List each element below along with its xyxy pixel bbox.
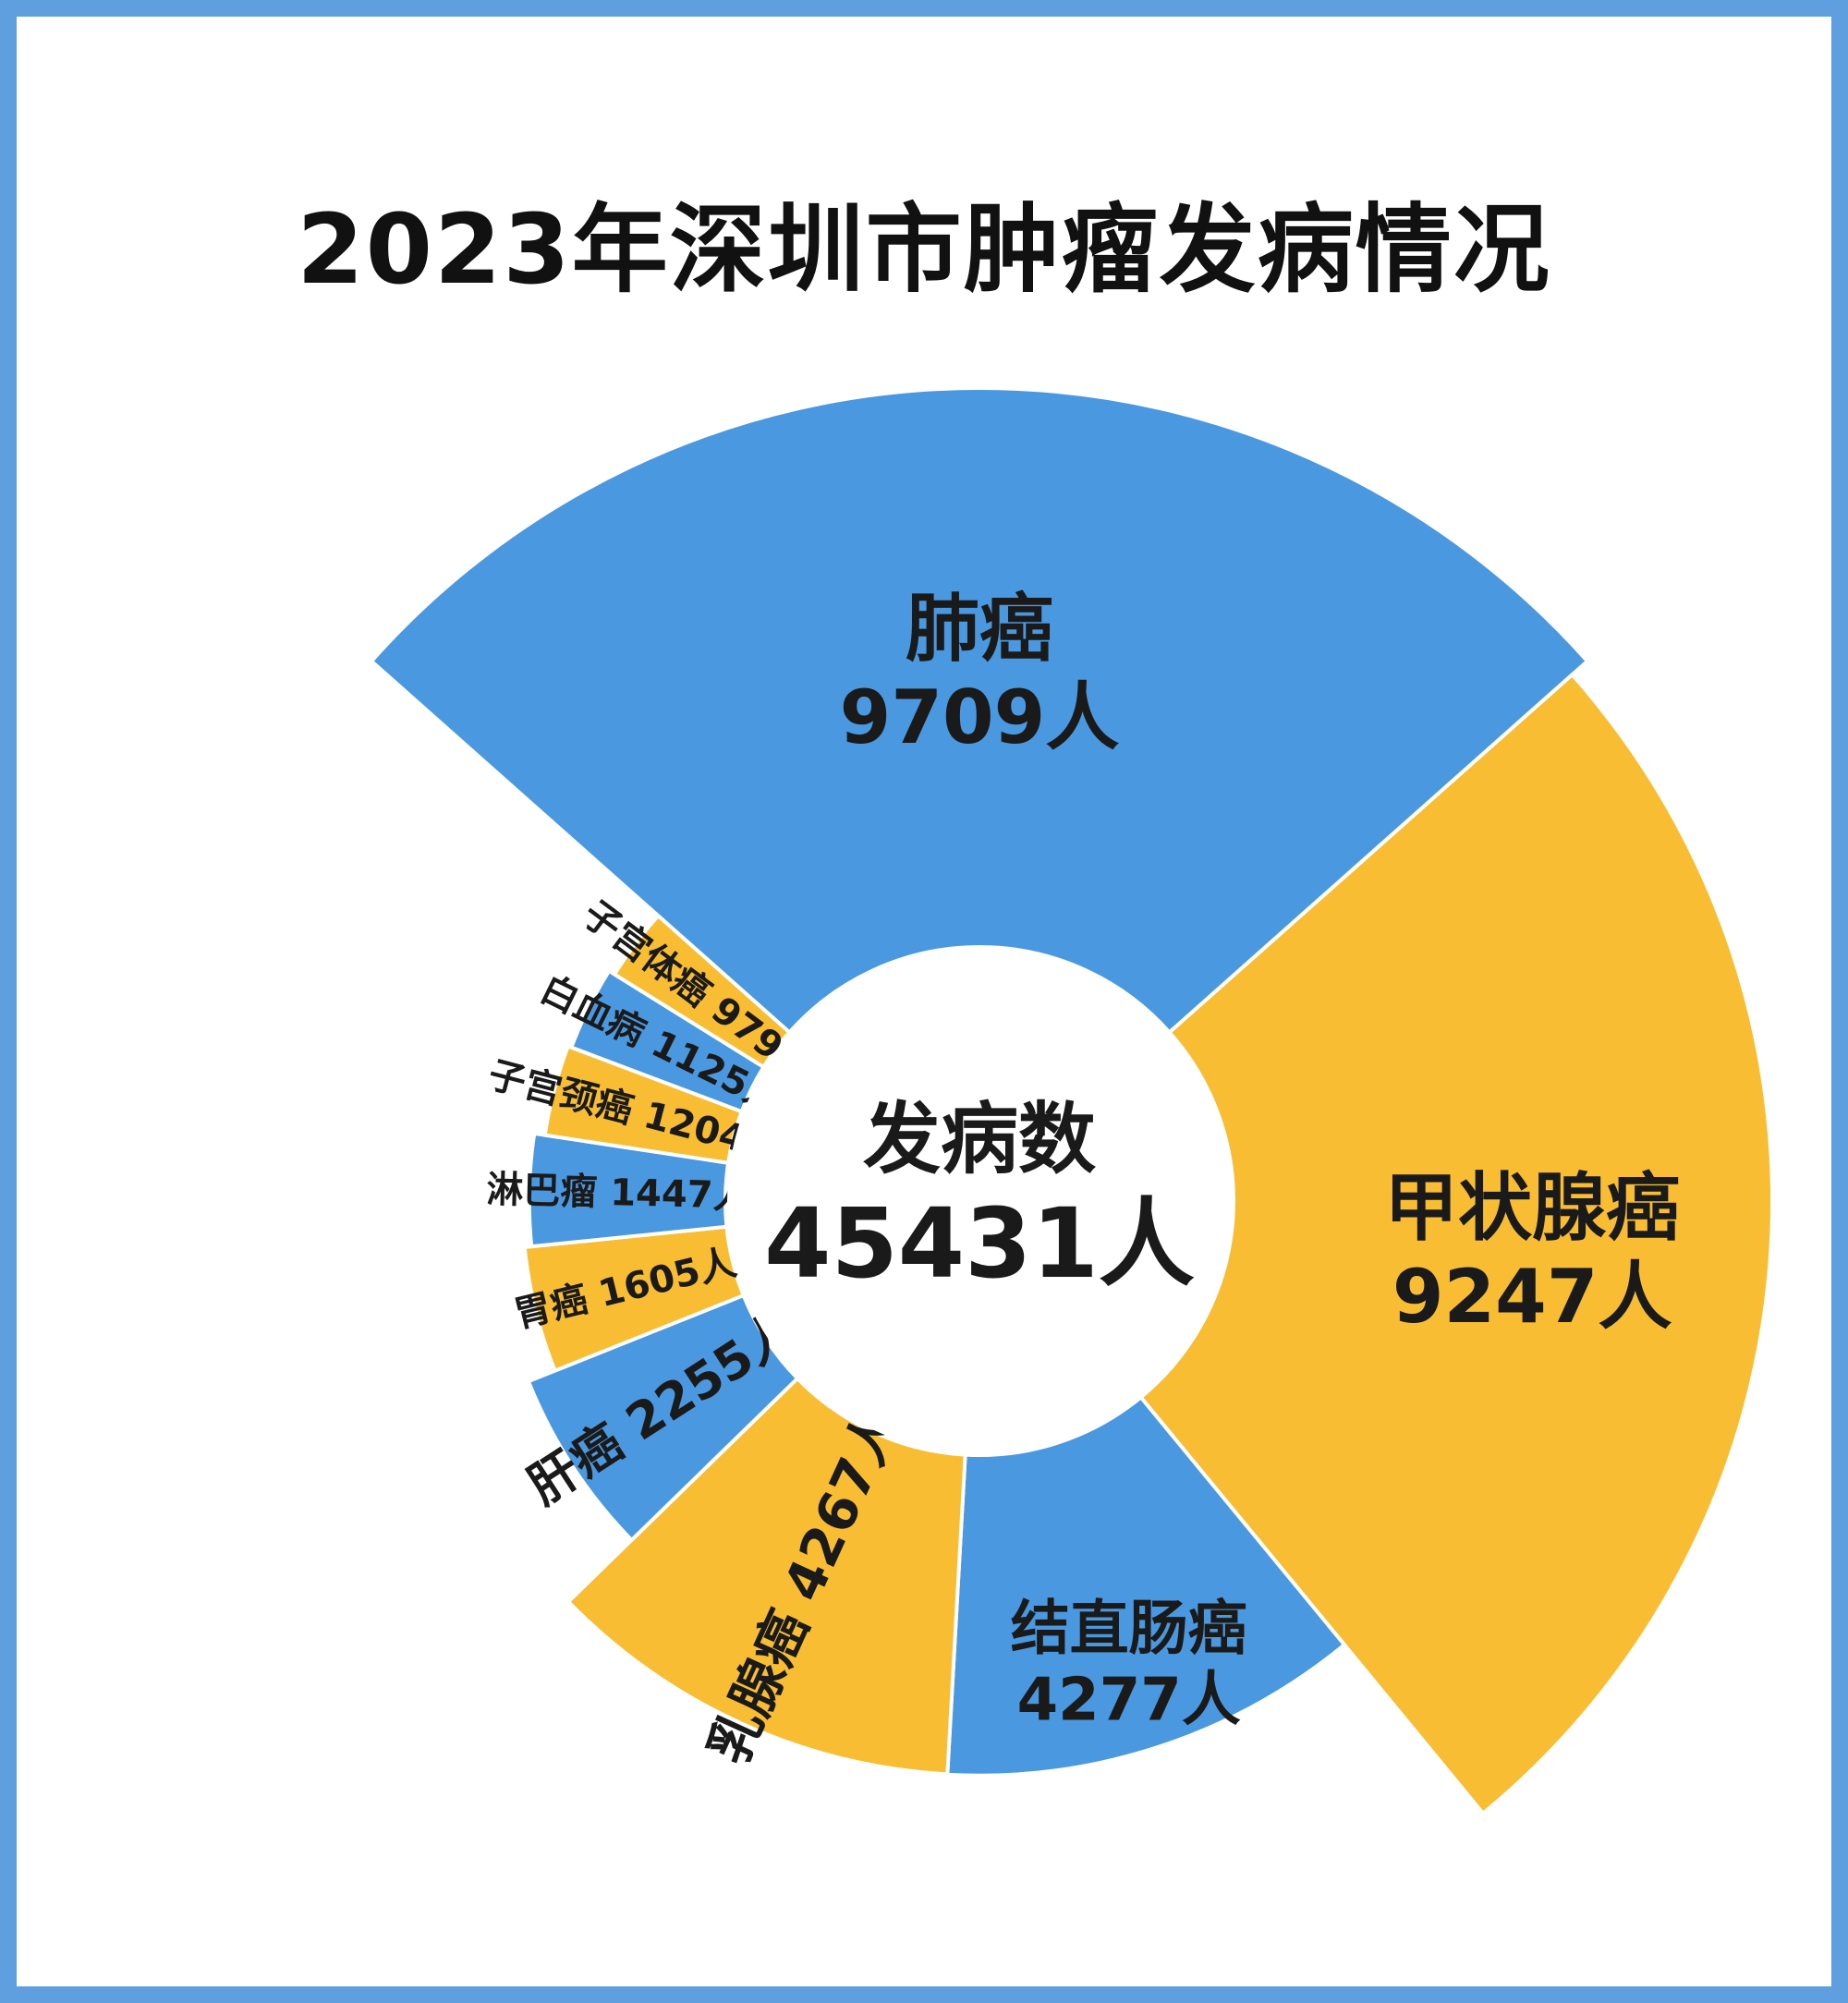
- pie-slice-3: [565, 1376, 967, 1777]
- slice-name-0: 肺癌: [906, 586, 1053, 672]
- slice-value-1: 9247人: [1392, 1254, 1672, 1340]
- slice-text-6: 淋巴瘤 1447人: [486, 1169, 750, 1218]
- pie-slice-5: [522, 1224, 747, 1374]
- chart-title: 2023年深圳市肿瘤发病情况: [297, 193, 1551, 306]
- pie-slice-8: [568, 968, 767, 1114]
- pie-slice-4: [526, 1293, 800, 1543]
- pie-slice-2: [945, 1394, 1347, 1778]
- center-value: 45431人: [764, 1187, 1195, 1300]
- pie-slice-0: [369, 386, 1590, 1036]
- pie-slice-7: [542, 1043, 745, 1165]
- pie-slice-9: [612, 913, 793, 1070]
- slice-name-2: 结直肠癌: [1011, 1596, 1247, 1664]
- center-hole: [727, 949, 1232, 1453]
- slice-name-1: 甲状腺癌: [1384, 1165, 1680, 1251]
- slice-value-2: 4277人: [1017, 1666, 1241, 1734]
- slice-value-0: 9709人: [840, 674, 1120, 760]
- pie-slice-6: [527, 1131, 731, 1249]
- pie-segments: [369, 386, 1775, 1816]
- center-label: 发病数: [863, 1094, 1096, 1184]
- pie-slice-1: [1137, 672, 1775, 1816]
- slice-label-6: 淋巴瘤 1447人: [486, 1169, 750, 1218]
